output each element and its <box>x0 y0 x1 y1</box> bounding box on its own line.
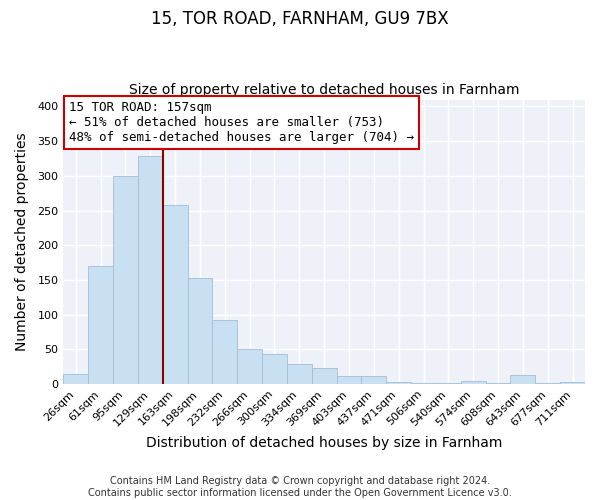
Bar <box>511 375 535 384</box>
Bar <box>237 349 262 384</box>
Text: Contains HM Land Registry data © Crown copyright and database right 2024.
Contai: Contains HM Land Registry data © Crown c… <box>88 476 512 498</box>
Bar <box>560 382 585 384</box>
Bar <box>64 374 88 384</box>
Bar <box>485 383 511 384</box>
Y-axis label: Number of detached properties: Number of detached properties <box>15 132 29 351</box>
Bar <box>113 176 138 384</box>
Text: 15 TOR ROAD: 157sqm
← 51% of detached houses are smaller (753)
48% of semi-detac: 15 TOR ROAD: 157sqm ← 51% of detached ho… <box>68 101 413 144</box>
Bar <box>262 354 287 384</box>
Bar <box>188 278 212 384</box>
Bar <box>461 381 485 384</box>
Bar <box>212 320 237 384</box>
Bar <box>287 364 312 384</box>
Bar <box>361 376 386 384</box>
Bar <box>312 368 337 384</box>
Bar <box>88 266 113 384</box>
Text: 15, TOR ROAD, FARNHAM, GU9 7BX: 15, TOR ROAD, FARNHAM, GU9 7BX <box>151 10 449 28</box>
Bar <box>535 383 560 384</box>
Bar <box>337 376 361 384</box>
Bar <box>411 382 436 384</box>
Bar <box>163 205 188 384</box>
X-axis label: Distribution of detached houses by size in Farnham: Distribution of detached houses by size … <box>146 436 502 450</box>
Bar <box>436 383 461 384</box>
Bar <box>386 382 411 384</box>
Title: Size of property relative to detached houses in Farnham: Size of property relative to detached ho… <box>129 83 520 97</box>
Bar <box>138 156 163 384</box>
